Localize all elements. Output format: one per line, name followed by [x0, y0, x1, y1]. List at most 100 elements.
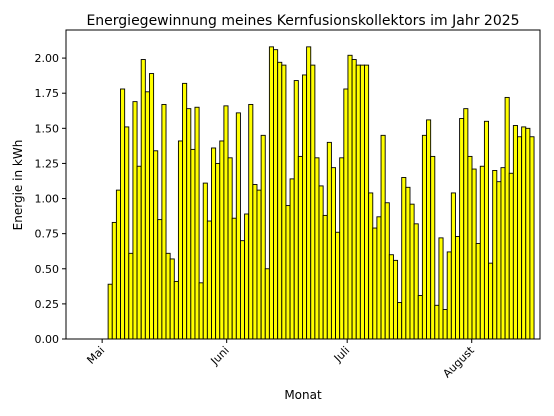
- bar: [281, 64, 287, 340]
- bar: [359, 64, 365, 340]
- y-tick-label: 0.75: [35, 228, 60, 241]
- y-axis: 0.00 0.25 0.50 0.75 1.00 1.25 1.50 1.75 2.00: [35, 52, 66, 346]
- bar: [496, 181, 502, 340]
- bar: [190, 148, 196, 340]
- bar: [124, 126, 130, 340]
- y-tick-label: 2.00: [35, 52, 60, 65]
- bar: [310, 64, 316, 340]
- bar: [343, 88, 349, 340]
- bars: [107, 46, 535, 340]
- x-tick-label: Juli: [331, 344, 352, 365]
- bar: [368, 192, 374, 340]
- bar: [268, 46, 274, 340]
- bar: [492, 169, 498, 340]
- bar: [215, 162, 221, 340]
- bar: [401, 177, 407, 340]
- bar: [459, 118, 465, 340]
- y-tick-label: 0.50: [35, 263, 60, 276]
- bar: [488, 262, 494, 340]
- bar: [194, 106, 200, 340]
- bar: [508, 172, 514, 340]
- bar: [223, 105, 229, 340]
- bar: [297, 155, 303, 340]
- x-tick-label: Mai: [84, 344, 107, 367]
- bar: [264, 268, 270, 340]
- x-axis: Mai Juni Juli August: [84, 339, 477, 380]
- bar: [107, 283, 113, 340]
- bar: [206, 220, 212, 340]
- bar: [517, 136, 523, 340]
- bar: [153, 150, 159, 340]
- bar: [128, 252, 134, 340]
- bar: [248, 103, 254, 340]
- bar: [364, 64, 370, 340]
- y-axis-label: Energie in kWh: [11, 140, 25, 231]
- bar: [177, 140, 184, 340]
- bar: [405, 186, 411, 340]
- bar: [244, 213, 250, 340]
- bar: [115, 189, 121, 340]
- bar: [446, 251, 452, 340]
- bar: [417, 295, 423, 340]
- bar: [252, 184, 258, 340]
- bar: [471, 168, 477, 340]
- plot-frame: [65, 29, 541, 340]
- y-tick-label: 1.50: [35, 122, 60, 135]
- bar: [219, 140, 225, 340]
- bar: [463, 108, 469, 340]
- bar: [149, 73, 155, 340]
- bar: [169, 258, 175, 340]
- bar: [339, 157, 345, 340]
- bar: [165, 252, 171, 340]
- bar: [512, 125, 518, 340]
- x-tick-label: Juni: [208, 344, 232, 368]
- bar: [231, 217, 237, 340]
- bar: [256, 189, 262, 340]
- bar: [144, 91, 150, 340]
- bar: [140, 59, 146, 340]
- bar: [285, 205, 291, 340]
- bar: [421, 134, 427, 340]
- bar: [186, 108, 192, 340]
- bar: [392, 259, 399, 340]
- bar: [161, 103, 167, 340]
- bar: [132, 101, 138, 340]
- bar: [430, 155, 436, 340]
- bar: [500, 167, 506, 340]
- bar: [289, 178, 295, 340]
- bar: [326, 141, 332, 340]
- bar: [521, 126, 527, 340]
- bar: [293, 80, 299, 340]
- bar: [111, 221, 117, 340]
- bar: [397, 302, 403, 340]
- bar: [202, 182, 208, 340]
- bar: [355, 64, 361, 340]
- bar: [376, 216, 382, 340]
- bar: [173, 280, 179, 340]
- bar: [273, 49, 279, 340]
- bar: [455, 236, 461, 340]
- bar: [314, 157, 320, 340]
- bar: [475, 243, 481, 340]
- bar: [380, 134, 386, 340]
- y-tick-label: 1.25: [35, 157, 60, 170]
- bar: [384, 202, 390, 340]
- y-tick-label: 0.00: [35, 333, 60, 346]
- bar: [483, 120, 490, 340]
- y-tick-label: 1.75: [35, 87, 60, 100]
- bar: [306, 46, 312, 340]
- bar: [347, 54, 353, 340]
- bar: [182, 82, 188, 340]
- bar: [479, 165, 485, 340]
- bar: [239, 240, 246, 340]
- bar: [434, 304, 440, 340]
- bar: [388, 254, 394, 340]
- bar: [529, 136, 535, 340]
- bar: [504, 96, 510, 340]
- bar: [413, 223, 419, 340]
- bar: [335, 231, 341, 340]
- bar: [136, 165, 142, 340]
- bar: [525, 127, 531, 340]
- bar: [442, 309, 448, 340]
